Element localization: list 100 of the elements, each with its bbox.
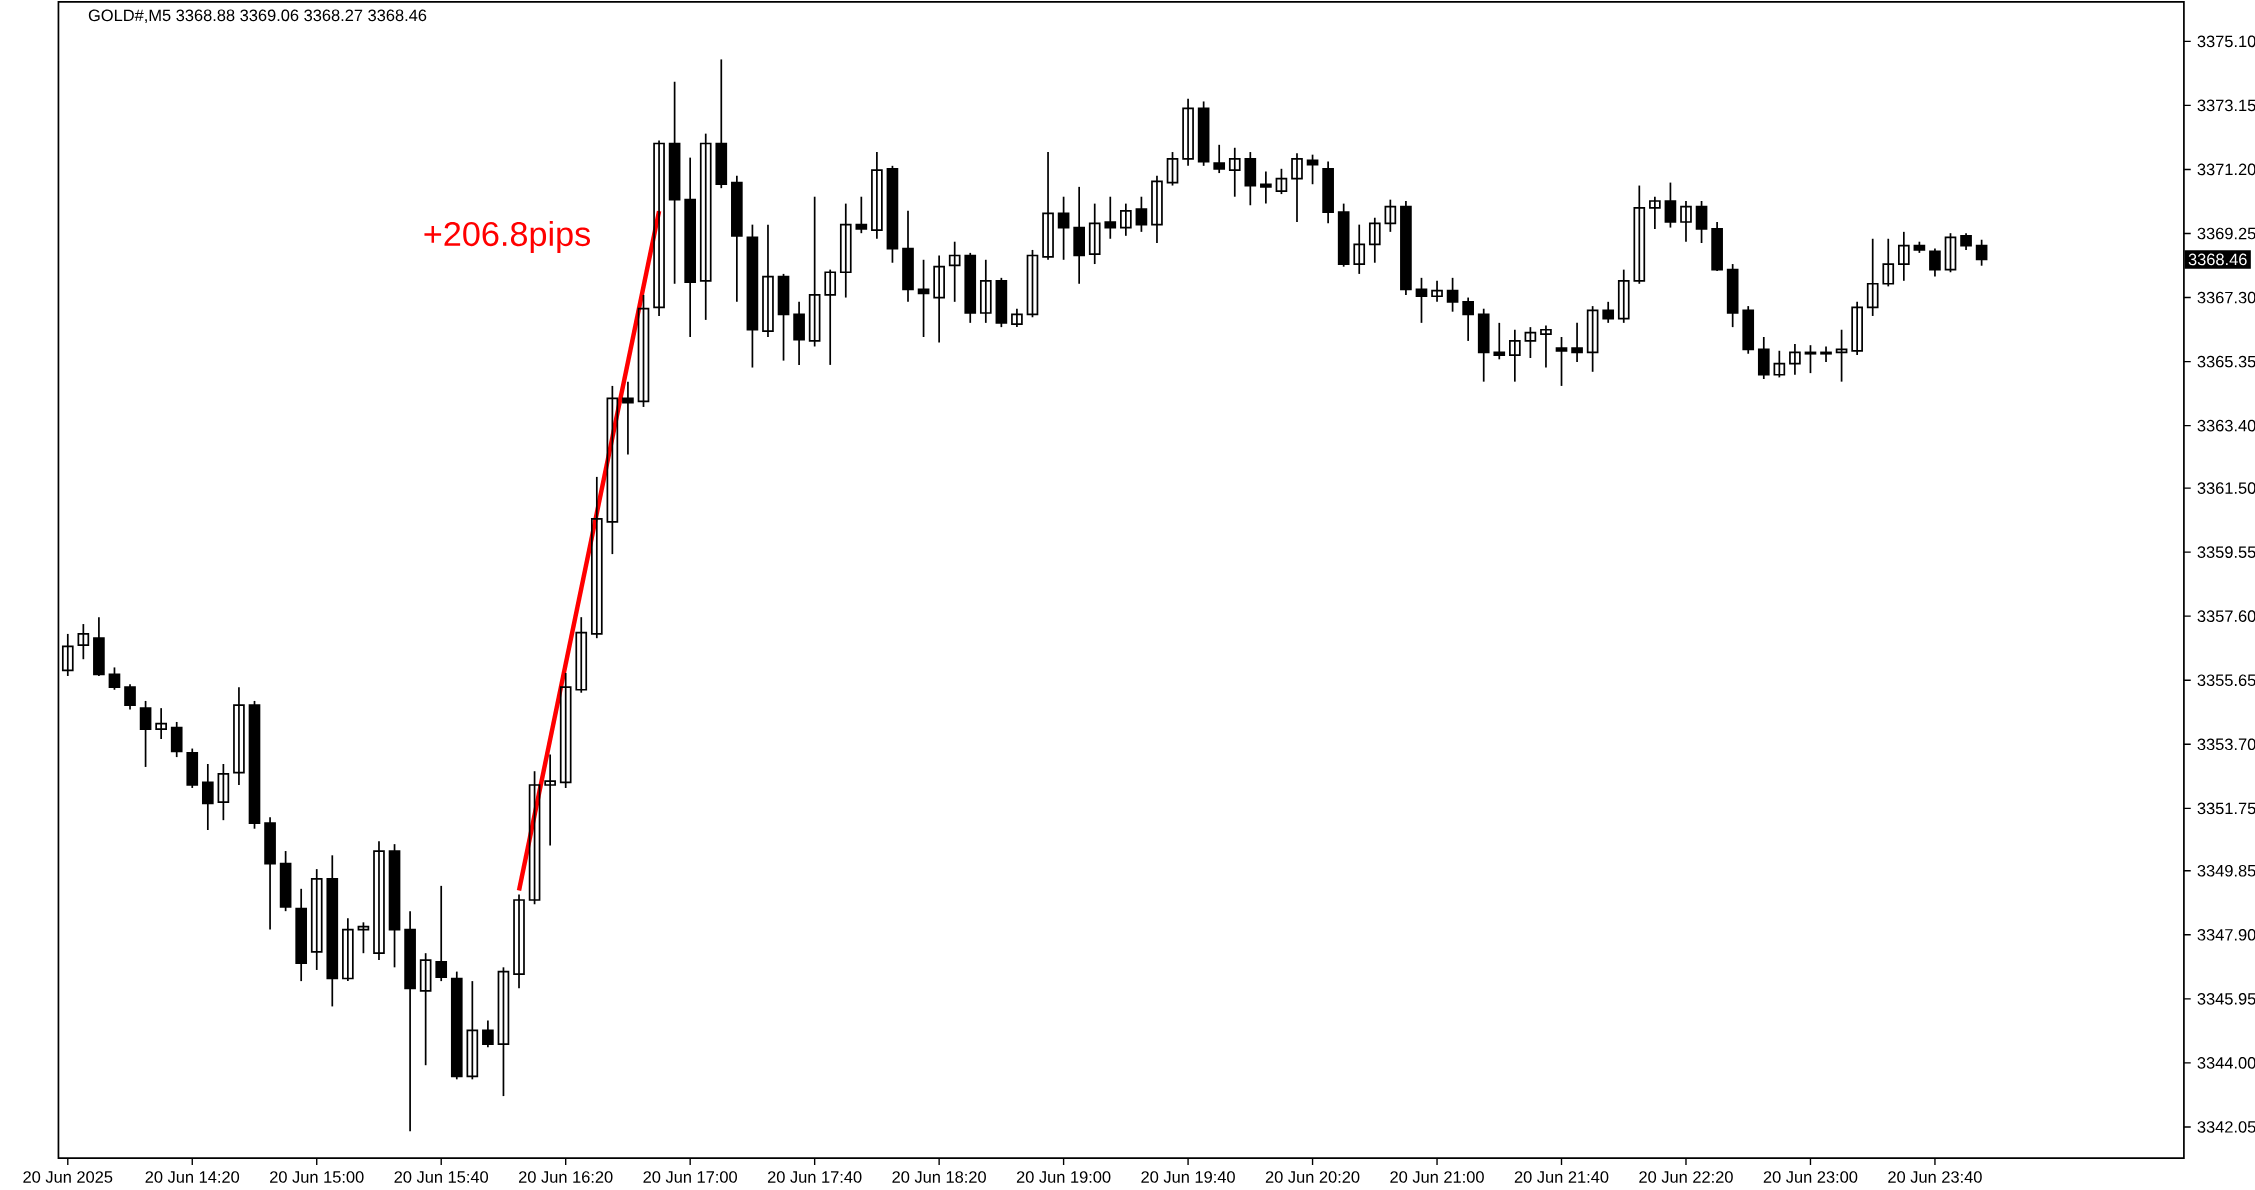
candlestick — [310, 868, 323, 971]
y-tick-label: 3349.85 — [2197, 864, 2255, 877]
candlestick — [1571, 321, 1583, 363]
candlestick — [482, 1019, 494, 1048]
candlestick — [808, 195, 821, 348]
candlestick — [155, 707, 167, 740]
x-tick-label: 20 Jun 21:40 — [1514, 1171, 1609, 1183]
candlestick — [1384, 198, 1397, 233]
candlestick — [575, 616, 588, 694]
candlestick — [170, 720, 183, 758]
candlestick — [124, 683, 136, 711]
candlestick — [933, 254, 945, 344]
candlestick — [1431, 279, 1443, 303]
candlestick — [61, 632, 74, 677]
candlestick — [948, 240, 961, 303]
candlestick — [762, 223, 774, 338]
candlestick — [1057, 195, 1070, 261]
candlestick — [1120, 202, 1132, 237]
candlestick — [1275, 167, 1288, 195]
candlestick — [1182, 97, 1194, 167]
candlestick — [590, 475, 603, 639]
x-tick-label: 20 Jun 20:20 — [1265, 1171, 1360, 1183]
candlestick — [1042, 151, 1054, 261]
candlestick — [1088, 202, 1101, 265]
candlestick — [1773, 349, 1786, 379]
candlestick — [1509, 328, 1521, 383]
candlestick — [1929, 247, 1941, 278]
candlestick — [1804, 344, 1817, 374]
candlestick — [1166, 151, 1179, 187]
y-tick-label: 3344.00 — [2197, 1056, 2255, 1069]
x-tick-label: 20 Jun 17:00 — [643, 1171, 737, 1183]
candlestick — [466, 980, 479, 1081]
candlestick — [139, 699, 152, 768]
candlestick — [1851, 300, 1863, 356]
candlestick — [1789, 342, 1801, 376]
candlestick — [1555, 335, 1568, 387]
candlestick — [1602, 300, 1615, 324]
candlestick — [559, 672, 572, 789]
candlestick — [1135, 195, 1148, 233]
candlestick — [1617, 268, 1630, 324]
x-tick-label: 20 Jun 23:40 — [1888, 1171, 1982, 1183]
candlestick — [1633, 184, 1646, 285]
y-tick-label: 3359.55 — [2197, 546, 2255, 558]
candlestick — [871, 151, 883, 240]
annotation: +206.8pips — [424, 220, 591, 253]
candlestick — [357, 921, 370, 954]
candlestick — [217, 762, 230, 821]
candlestick — [419, 952, 432, 1066]
x-tick-label: 20 Jun 23:00 — [1763, 1171, 1858, 1183]
x-tick-label: 20 Jun 14:20 — [145, 1171, 240, 1183]
y-tick-label: 3363.40 — [2197, 419, 2255, 432]
candlestick — [622, 380, 634, 456]
x-tick-label: 20 Jun 15:00 — [270, 1171, 364, 1183]
candlestick — [637, 293, 650, 408]
candlestick — [1540, 324, 1552, 369]
candlestick — [528, 770, 541, 905]
candlestick — [1975, 238, 1988, 267]
candlestick — [513, 893, 525, 990]
candlestick — [1882, 237, 1895, 288]
y-tick-label: 3347.90 — [2197, 928, 2255, 941]
candlestick — [917, 258, 930, 338]
candlestick — [1695, 199, 1708, 244]
candlestick — [839, 202, 852, 299]
x-tick-label: 20 Jun 18:20 — [892, 1171, 986, 1183]
candlestick — [373, 840, 385, 961]
candlestick — [1524, 326, 1537, 359]
candlestick — [1353, 223, 1366, 275]
candlestick — [77, 623, 90, 660]
candlestick — [1586, 305, 1599, 373]
y-tick-label: 3371.20 — [2197, 163, 2255, 176]
candlestick — [1151, 174, 1163, 244]
y-tick-label: 3375.10 — [2197, 35, 2255, 47]
x-tick-label: 20 Jun 15:40 — [394, 1171, 489, 1183]
candlestick — [1291, 152, 1303, 223]
candlestick — [1680, 199, 1692, 243]
y-tick-label: 3342.05 — [2197, 1120, 2255, 1133]
y-tick-label: 3357.60 — [2197, 610, 2255, 622]
candlestick — [1026, 248, 1039, 318]
candlestick — [1462, 296, 1474, 342]
candlestick — [1228, 146, 1241, 198]
y-tick-label: 3373.15 — [2197, 99, 2255, 112]
y-tick-label: 3361.50 — [2197, 482, 2255, 494]
candlestick — [1944, 232, 1957, 273]
x-tick-label: 20 Jun 2025 — [23, 1171, 113, 1183]
y-tick-label: 3345.95 — [2197, 992, 2255, 1005]
candlestick — [201, 762, 214, 831]
candlestick — [1820, 345, 1832, 363]
candlestick — [653, 139, 665, 317]
x-tick-label: 20 Jun 21:00 — [1390, 1171, 1484, 1183]
candlestick — [1368, 216, 1381, 264]
candlestick — [699, 132, 712, 321]
candlestick — [1835, 328, 1848, 383]
candlestick — [824, 268, 837, 366]
candlestick — [435, 884, 448, 982]
candlestick — [1446, 276, 1459, 313]
text: 3368.46 — [2188, 253, 2247, 266]
chart-title: GOLD#,M5 3368.88 3369.06 3368.27 3368.46 — [88, 9, 427, 23]
candlestick — [1493, 321, 1506, 361]
x-tick-label: 20 Jun 17:40 — [767, 1171, 862, 1183]
candlestick — [1415, 276, 1428, 324]
